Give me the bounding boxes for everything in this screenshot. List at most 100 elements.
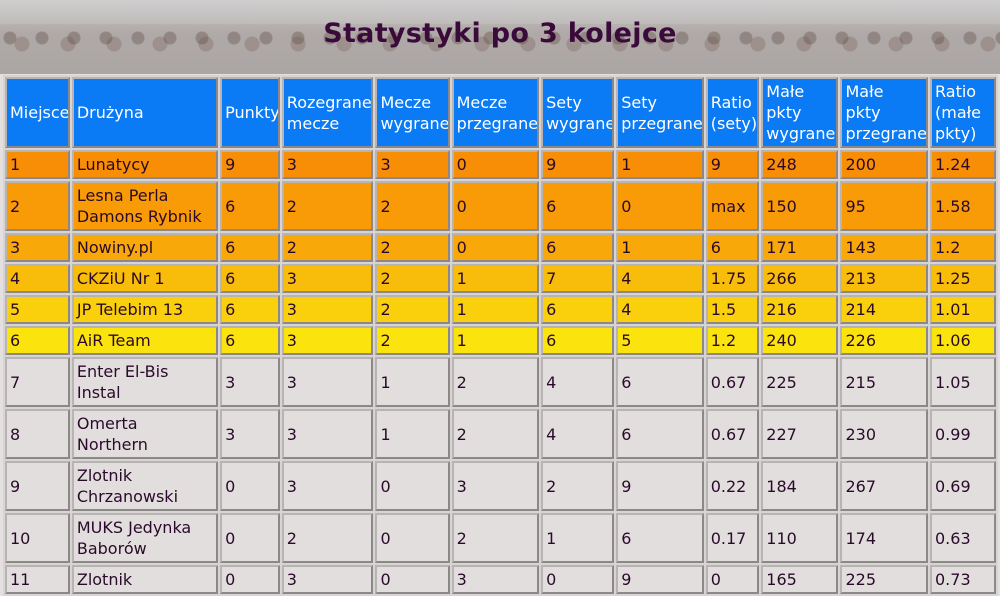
table-cell: 1.25 <box>930 264 996 293</box>
header-cell: Sety przegrane <box>616 77 704 148</box>
table-cell: 225 <box>761 357 839 407</box>
table-cell: 6 <box>616 513 704 563</box>
table-cell: 1 <box>541 513 615 563</box>
table-cell: 248 <box>761 150 839 179</box>
table-cell: 1 <box>451 326 540 355</box>
table-cell: 165 <box>761 565 839 594</box>
table-cell: 3 <box>281 357 374 407</box>
table-cell: 9 <box>705 150 760 179</box>
header-cell: Punkty <box>220 77 280 148</box>
table-row: 7 Enter El-Bis Instal 3 3 1 2 4 6 0.67 225 215 1.05 <box>5 357 996 407</box>
header-cell: Sety wygrane <box>541 77 615 148</box>
table-cell: 3 <box>5 233 70 262</box>
page-title: Statystyki po 3 kolejce <box>323 18 677 49</box>
team-name-cell: JP Telebim 13 <box>71 295 219 324</box>
table-cell: 6 <box>616 409 704 459</box>
table-cell: 11 <box>5 565 70 594</box>
table-cell: max <box>705 181 760 231</box>
table-cell: 0.17 <box>705 513 760 563</box>
team-name-cell: Zlotnik <box>71 565 219 594</box>
table-cell: 1 <box>375 409 450 459</box>
table-cell: 0 <box>451 150 540 179</box>
header-cell: Rozegrane mecze <box>281 77 374 148</box>
team-name-cell: AiR Team <box>71 326 219 355</box>
table-cell: 1.5 <box>705 295 760 324</box>
table-cell: 3 <box>375 150 450 179</box>
table-cell: 2 <box>5 181 70 231</box>
header-cell: Ratio (małe pkty) <box>930 77 996 148</box>
header-cell: Drużyna <box>71 77 219 148</box>
table-cell: 143 <box>840 233 928 262</box>
table-cell: 9 <box>616 565 704 594</box>
table-cell: 10 <box>5 513 70 563</box>
table-cell: 1.05 <box>930 357 996 407</box>
table-cell: 0.99 <box>930 409 996 459</box>
table-cell: 225 <box>840 565 928 594</box>
table-cell: 6 <box>220 264 280 293</box>
table-cell: 6 <box>220 326 280 355</box>
table-cell: 215 <box>840 357 928 407</box>
table-cell: 3 <box>451 565 540 594</box>
table-cell: 95 <box>840 181 928 231</box>
table-cell: 6 <box>220 233 280 262</box>
table-cell: 110 <box>761 513 839 563</box>
table-cell: 240 <box>761 326 839 355</box>
table-cell: 6 <box>5 326 70 355</box>
table-cell: 214 <box>840 295 928 324</box>
table-cell: 2 <box>451 513 540 563</box>
table-cell: 174 <box>840 513 928 563</box>
table-cell: 3 <box>281 326 374 355</box>
table-cell: 1 <box>616 150 704 179</box>
table-cell: 4 <box>541 357 615 407</box>
table-cell: 1 <box>5 150 70 179</box>
table-cell: 1.24 <box>930 150 996 179</box>
team-name-cell: Zlotnik Chrzanowski <box>71 461 219 511</box>
crowd-background-image <box>0 24 1000 74</box>
table-row: 11 Zlotnik 0 3 0 3 0 9 0 165 225 0.73 <box>5 565 996 594</box>
table-cell: 0 <box>220 565 280 594</box>
table-cell: 8 <box>5 409 70 459</box>
table-cell: 0.73 <box>930 565 996 594</box>
table-cell: 2 <box>375 295 450 324</box>
table-cell: 9 <box>220 150 280 179</box>
table-cell: 200 <box>840 150 928 179</box>
table-cell: 7 <box>5 357 70 407</box>
table-cell: 6 <box>541 181 615 231</box>
table-cell: 266 <box>761 264 839 293</box>
table-cell: 2 <box>281 513 374 563</box>
header-cell: Mecze przegrane <box>451 77 540 148</box>
table-cell: 1.75 <box>705 264 760 293</box>
team-name-cell: Omerta Northern <box>71 409 219 459</box>
team-name-cell: MUKS Jedynka Baborów <box>71 513 219 563</box>
table-cell: 6 <box>220 295 280 324</box>
table-row: 1 Lunatycy 9 3 3 0 9 1 9 248 200 1.24 <box>5 150 996 179</box>
table-cell: 267 <box>840 461 928 511</box>
table-cell: 3 <box>281 409 374 459</box>
header-cell: Mecze wygrane <box>375 77 450 148</box>
team-name-cell: Nowiny.pl <box>71 233 219 262</box>
table-cell: 4 <box>541 409 615 459</box>
table-cell: 0 <box>375 461 450 511</box>
table-cell: 0.69 <box>930 461 996 511</box>
table-cell: 0.67 <box>705 409 760 459</box>
table-cell: 213 <box>840 264 928 293</box>
table-cell: 0 <box>220 461 280 511</box>
header-cell: Małe pkty przegrane <box>840 77 928 148</box>
table-cell: 0 <box>541 565 615 594</box>
table-cell: 5 <box>616 326 704 355</box>
table-row: 2 Lesna Perla Damons Rybnik 6 2 2 0 6 0 max 150 95… <box>5 181 996 231</box>
table-cell: 3 <box>281 295 374 324</box>
table-cell: 2 <box>375 326 450 355</box>
table-cell: 0 <box>375 565 450 594</box>
table-header-row: Miejsce Drużyna Punkty Rozegrane mecze M… <box>5 77 996 148</box>
table-cell: 6 <box>705 233 760 262</box>
table-cell: 5 <box>5 295 70 324</box>
header-banner: Statystyki po 3 kolejce <box>0 0 1000 74</box>
table-cell: 3 <box>220 357 280 407</box>
table-cell: 4 <box>616 264 704 293</box>
team-name-cell: Lesna Perla Damons Rybnik <box>71 181 219 231</box>
table-cell: 1 <box>616 233 704 262</box>
table-cell: 230 <box>840 409 928 459</box>
standings-table: Miejsce Drużyna Punkty Rozegrane mecze M… <box>3 75 998 596</box>
table-cell: 6 <box>541 233 615 262</box>
